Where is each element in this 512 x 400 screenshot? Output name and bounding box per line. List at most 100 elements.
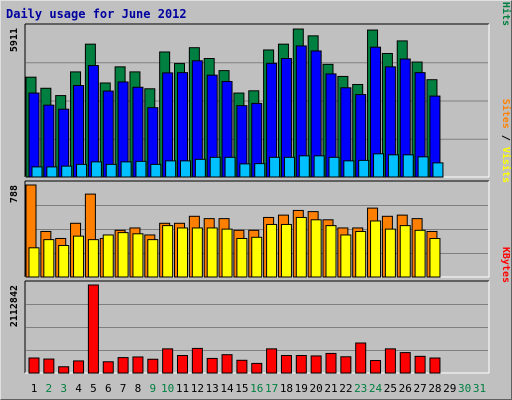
bar-pages-day-11 (180, 160, 191, 178)
x-tick-label-day-18: 18 (280, 382, 293, 395)
bar-pages-day-18 (283, 156, 295, 178)
bar-kbytes-day-25 (384, 348, 396, 374)
bar-files-day-5 (87, 65, 99, 178)
bar-visits-day-27 (414, 229, 426, 278)
bar-kbytes-day-21 (325, 352, 337, 374)
bar-pages-day-16 (254, 163, 266, 178)
bar-visits-day-5 (87, 239, 99, 278)
bar-visits-day-1 (28, 247, 40, 278)
bar-kbytes-day-7 (117, 357, 129, 374)
bar-visits-day-24 (370, 220, 382, 278)
bar-pages-day-19 (298, 155, 310, 178)
legend-item: / (500, 0, 511, 2)
x-tick-label-day-29: 29 (443, 382, 456, 395)
bar-visits-day-11 (177, 227, 188, 278)
bar-pages-day-14 (224, 156, 236, 178)
bar-files-day-2 (43, 104, 55, 178)
bar-kbytes-day-13 (206, 357, 218, 374)
panel-top: 5911 Pages / Files / Hits (9, 0, 512, 178)
bar-pages-day-4 (76, 163, 88, 178)
bar-visits-day-17 (266, 223, 278, 278)
bar-pages-day-1 (31, 166, 43, 178)
bar-kbytes-day-15 (236, 359, 248, 374)
bar-visits-day-3 (58, 244, 70, 278)
bar-kbytes-day-9 (147, 358, 159, 374)
bar-pages-day-9 (150, 163, 162, 178)
bar-kbytes-day-24 (370, 360, 382, 374)
legend: Pages / Files / Hits (500, 0, 512, 26)
bar-visits-day-25 (384, 228, 396, 278)
bar-kbytes-day-14 (221, 354, 233, 374)
x-tick-label-day-20: 20 (310, 382, 323, 395)
bar-visits-day-8 (132, 233, 144, 278)
bar-pages-day-15 (239, 163, 251, 178)
bar-kbytes-day-12 (191, 347, 203, 374)
panel-middle: 788 Sites / Visits (9, 99, 512, 278)
bar-visits-day-7 (117, 232, 129, 278)
x-tick-label-day-25: 25 (384, 382, 397, 395)
bar-visits-day-19 (295, 216, 307, 278)
x-tick-label-day-28: 28 (428, 382, 441, 395)
bar-files-day-4 (73, 84, 85, 178)
x-tick-label-day-19: 19 (295, 382, 308, 395)
bar-visits-day-20 (310, 219, 322, 278)
bar-kbytes-day-4 (73, 360, 85, 374)
x-tick-label-day-12: 12 (191, 382, 204, 395)
x-tick-label-day-2: 2 (46, 382, 53, 395)
x-tick-label-day-13: 13 (206, 382, 219, 395)
bar-visits-day-23 (355, 230, 367, 278)
bar-visits-day-10 (162, 225, 174, 278)
bar-visits-day-21 (325, 225, 337, 278)
bar-kbytes-day-2 (43, 358, 55, 374)
x-tick-label-day-31: 31 (473, 382, 486, 395)
legend: Sites / Visits (500, 99, 512, 183)
x-tick-label-day-3: 3 (60, 382, 67, 395)
x-tick-label-day-5: 5 (90, 382, 97, 395)
bar-pages-day-17 (269, 156, 281, 178)
bar-visits-day-16 (251, 236, 263, 278)
x-axis-labels: 1 2 3 4 5 6 7 8 9 10 11 12 13 14 15 16 17 18 19 20 21 22 23 24 2… (31, 382, 486, 395)
x-tick-label-day-16: 16 (250, 382, 263, 395)
bar-pages-day-27 (417, 156, 429, 178)
x-tick-label-day-9: 9 (149, 382, 156, 395)
x-tick-label-day-27: 27 (413, 382, 426, 395)
bar-kbytes-day-27 (414, 355, 426, 374)
bar-visits-day-14 (221, 228, 233, 278)
bar-pages-day-28 (432, 162, 444, 178)
x-tick-label-day-30: 30 (458, 382, 471, 395)
bar-visits-day-2 (43, 239, 55, 278)
x-tick-label-day-24: 24 (369, 382, 383, 395)
bar-visits-day-26 (399, 225, 411, 278)
bar-kbytes-day-1 (28, 357, 40, 374)
bar-pages-day-12 (194, 158, 206, 178)
bar-kbytes-day-23 (355, 342, 367, 374)
bar-pages-day-2 (46, 166, 58, 178)
legend-item: Visits (500, 147, 512, 183)
bar-visits-day-6 (102, 234, 114, 278)
bar-pages-day-26 (402, 154, 414, 178)
bar-pages-day-24 (373, 153, 385, 178)
x-tick-label-day-21: 21 (324, 382, 337, 395)
bar-kbytes-day-19 (295, 355, 307, 374)
bar-visits-day-18 (280, 223, 292, 278)
bar-visits-day-13 (206, 227, 218, 278)
bar-kbytes-day-5 (87, 284, 99, 374)
legend-item: / (500, 129, 511, 147)
bar-kbytes-day-28 (429, 357, 441, 374)
x-tick-label-day-11: 11 (176, 382, 189, 395)
x-tick-label-day-23: 23 (354, 382, 367, 395)
legend-item: KBytes (500, 247, 511, 283)
x-tick-label-day-15: 15 (235, 382, 248, 395)
x-tick-label-day-22: 22 (339, 382, 352, 395)
x-tick-label-day-7: 7 (120, 382, 127, 395)
x-tick-label-day-6: 6 (105, 382, 112, 395)
bar-pages-day-8 (135, 160, 147, 178)
bar-visits-day-9 (147, 239, 159, 278)
legend-item: Hits (500, 2, 512, 26)
bar-kbytes-day-10 (162, 348, 174, 374)
bar-kbytes-day-16 (251, 362, 263, 374)
bar-kbytes-day-11 (177, 355, 188, 374)
bar-pages-day-13 (209, 156, 221, 178)
bar-pages-day-5 (90, 161, 102, 178)
